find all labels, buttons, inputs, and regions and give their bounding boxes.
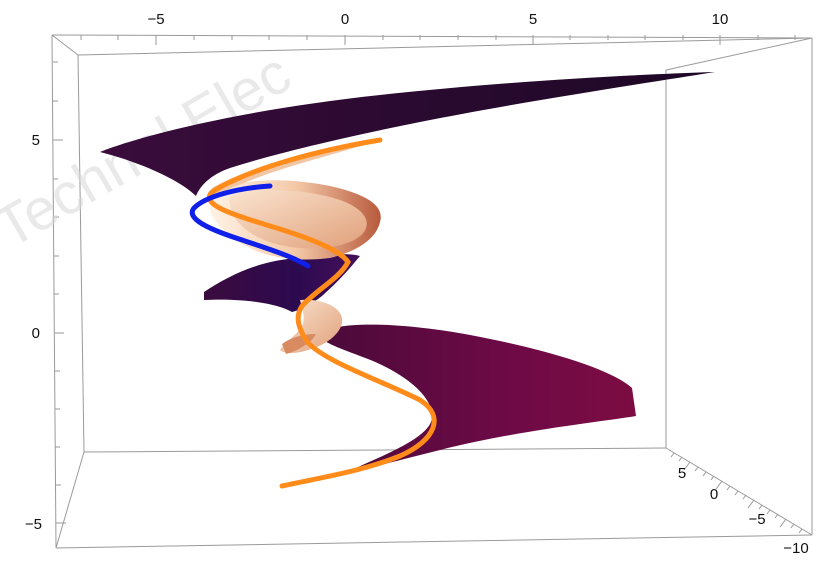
tick bbox=[678, 456, 683, 462]
tick bbox=[710, 475, 715, 481]
box-edge bbox=[55, 451, 85, 549]
left-tick-label: −5 bbox=[25, 516, 42, 533]
left-tick-label: 5 bbox=[32, 132, 40, 149]
tick bbox=[790, 523, 795, 529]
box-edge bbox=[55, 534, 813, 549]
tick bbox=[726, 485, 731, 491]
tick bbox=[774, 513, 779, 519]
left-axis-labels: 5 0 −5 bbox=[25, 132, 42, 533]
box-edge bbox=[83, 447, 667, 453]
bounding-box bbox=[51, 34, 813, 549]
tick bbox=[758, 504, 763, 510]
box-edge bbox=[51, 34, 57, 549]
left-axis-ticks bbox=[53, 61, 66, 524]
box-edge bbox=[665, 37, 813, 71]
tick bbox=[779, 518, 787, 528]
right-tick-label: −5 bbox=[748, 511, 765, 528]
surface-top-band bbox=[100, 72, 715, 196]
tick bbox=[683, 461, 691, 471]
top-tick-label: 5 bbox=[529, 11, 537, 28]
surface-bottom-band bbox=[318, 324, 636, 472]
box-edge bbox=[77, 54, 85, 453]
tick bbox=[694, 466, 699, 472]
right-tick-label: −10 bbox=[783, 540, 808, 557]
tick bbox=[670, 452, 675, 458]
tick bbox=[734, 490, 739, 496]
tick bbox=[742, 494, 747, 500]
tick bbox=[715, 480, 723, 490]
top-axis-labels: −5 0 5 10 bbox=[147, 11, 728, 28]
top-axis-ticks bbox=[80, 35, 796, 45]
box-edge bbox=[665, 447, 813, 536]
curve-blue bbox=[189, 183, 311, 269]
top-tick-label: −5 bbox=[147, 11, 164, 28]
surface-middle-band bbox=[204, 254, 360, 312]
tick bbox=[747, 499, 755, 509]
right-tick-label: 0 bbox=[710, 486, 718, 503]
curve-orange bbox=[207, 137, 437, 489]
right-axis-labels: 5 0 −5 −10 bbox=[678, 465, 809, 557]
surface-helix-front bbox=[229, 190, 367, 249]
left-tick-label: 0 bbox=[32, 325, 40, 342]
box-edge bbox=[51, 34, 813, 39]
box-edge bbox=[77, 37, 813, 56]
right-tick-label: 5 bbox=[678, 465, 686, 482]
tick bbox=[766, 509, 771, 515]
box-edge bbox=[51, 34, 79, 56]
right-axis-ticks bbox=[670, 452, 803, 534]
tick bbox=[702, 471, 707, 477]
tick bbox=[798, 528, 803, 534]
top-tick-label: 0 bbox=[341, 11, 349, 28]
top-tick-label: 10 bbox=[712, 11, 729, 28]
